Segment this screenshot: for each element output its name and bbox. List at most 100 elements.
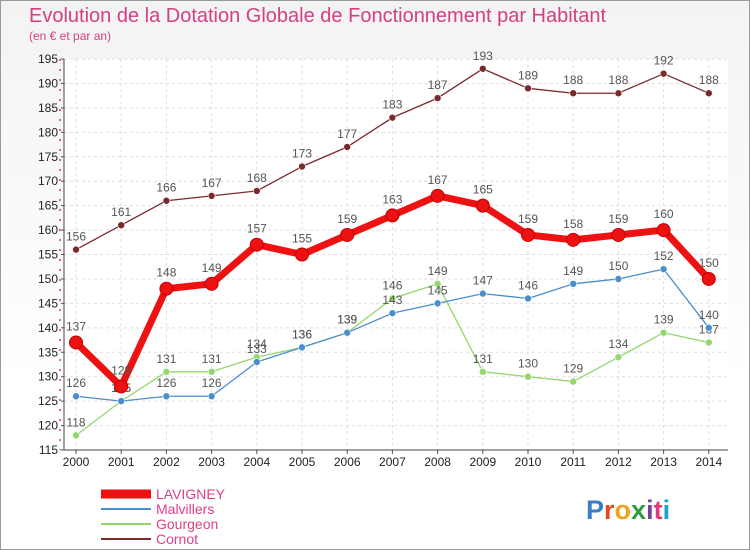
- data-point: [430, 188, 445, 203]
- data-label: 134: [247, 337, 267, 351]
- x-tick-label: 2001: [108, 455, 135, 469]
- data-label: 161: [111, 205, 131, 219]
- data-point: [659, 265, 668, 273]
- data-point: [566, 232, 581, 247]
- data-label: 183: [382, 98, 402, 112]
- series-cornot: 156 161 166 167 168 173 177 183 187 193 189 188 188 1…: [66, 49, 719, 254]
- data-point: [340, 227, 355, 242]
- data-point: [524, 372, 532, 381]
- data-label: 150: [608, 259, 628, 273]
- data-label: 139: [337, 313, 357, 327]
- data-point: [611, 227, 626, 242]
- data-point: [704, 89, 713, 98]
- data-label: 146: [382, 278, 402, 292]
- data-label: 159: [608, 212, 628, 226]
- chart-subtitle: (en € et par an): [29, 29, 112, 43]
- x-tick-label: 2012: [605, 455, 632, 469]
- data-label: 152: [654, 249, 674, 263]
- data-point: [343, 143, 352, 151]
- data-label: 147: [473, 274, 493, 288]
- legend-label-lavigney: LAVIGNEY: [156, 486, 226, 502]
- data-label: 150: [699, 256, 719, 270]
- y-tick-label: 195: [38, 52, 58, 66]
- y-tick-label: 180: [38, 125, 58, 139]
- data-point: [388, 309, 397, 317]
- data-label: 173: [292, 147, 312, 161]
- data-point: [204, 276, 219, 291]
- data-point: [614, 353, 623, 361]
- x-tick-label: 2000: [63, 455, 90, 469]
- data-label: 156: [66, 230, 86, 244]
- data-point: [659, 69, 668, 78]
- data-point: [162, 392, 171, 401]
- y-tick-label: 120: [38, 419, 58, 433]
- data-point: [656, 223, 671, 238]
- data-label: 126: [66, 376, 86, 390]
- data-point: [478, 64, 487, 73]
- data-label: 136: [292, 327, 312, 341]
- data-point: [298, 162, 306, 171]
- x-tick-label: 2007: [379, 455, 406, 469]
- data-label: 143: [382, 293, 402, 307]
- data-point: [343, 328, 352, 337]
- data-label: 159: [337, 212, 357, 226]
- data-label: 165: [473, 183, 493, 197]
- data-point: [659, 328, 668, 337]
- data-point: [704, 324, 713, 332]
- x-tick-label: 2008: [424, 455, 451, 469]
- data-label: 192: [654, 54, 674, 68]
- data-point: [69, 335, 83, 350]
- data-label: 167: [428, 173, 448, 187]
- data-point: [117, 397, 125, 405]
- data-label: 149: [428, 264, 448, 278]
- data-point: [72, 392, 80, 401]
- data-point: [207, 367, 216, 376]
- data-point: [72, 431, 80, 440]
- y-tick-label: 125: [38, 394, 58, 408]
- data-label: 188: [699, 73, 719, 87]
- y-tick-label: 160: [38, 223, 58, 237]
- data-point: [521, 227, 535, 242]
- y-tick-label: 150: [38, 272, 58, 286]
- data-point: [433, 299, 442, 308]
- legend-label-cornot: Cornot: [156, 531, 198, 547]
- data-point: [388, 113, 397, 122]
- data-label: 148: [156, 266, 176, 280]
- data-label: 137: [66, 319, 86, 333]
- data-label: 140: [699, 308, 719, 322]
- data-point: [701, 271, 716, 286]
- x-tick-label: 2014: [695, 455, 722, 469]
- data-label: 149: [563, 264, 583, 278]
- x-tick-label: 2003: [198, 455, 225, 469]
- data-label: 134: [608, 337, 628, 351]
- data-point: [298, 343, 306, 352]
- y-tick-label: 185: [38, 101, 58, 115]
- data-label: 188: [563, 73, 583, 87]
- data-point: [162, 367, 171, 376]
- y-tick-label: 190: [38, 76, 58, 90]
- y-tick-label: 165: [38, 199, 58, 213]
- data-label: 168: [247, 171, 267, 185]
- data-point: [614, 275, 623, 283]
- legend-label-malvillers: Malvillers: [156, 501, 214, 517]
- data-point: [249, 237, 264, 252]
- y-tick-label: 130: [38, 370, 58, 384]
- data-label: 145: [428, 283, 448, 297]
- data-point: [207, 392, 216, 401]
- data-label: 187: [428, 78, 448, 92]
- data-point: [385, 208, 400, 223]
- data-label: 146: [518, 278, 538, 292]
- data-label: 129: [563, 362, 583, 376]
- data-label: 130: [518, 357, 538, 371]
- data-label: 118: [66, 415, 85, 429]
- data-point: [207, 192, 216, 200]
- x-tick-label: 2011: [560, 455, 586, 469]
- data-point: [478, 367, 487, 376]
- data-label: 139: [654, 313, 674, 327]
- y-tick-label: 175: [38, 150, 58, 164]
- y-tick-label: 135: [38, 345, 58, 359]
- data-point: [72, 245, 80, 254]
- y-tick-label: 145: [38, 296, 58, 310]
- proxiti-logo: Proxiti: [586, 495, 670, 525]
